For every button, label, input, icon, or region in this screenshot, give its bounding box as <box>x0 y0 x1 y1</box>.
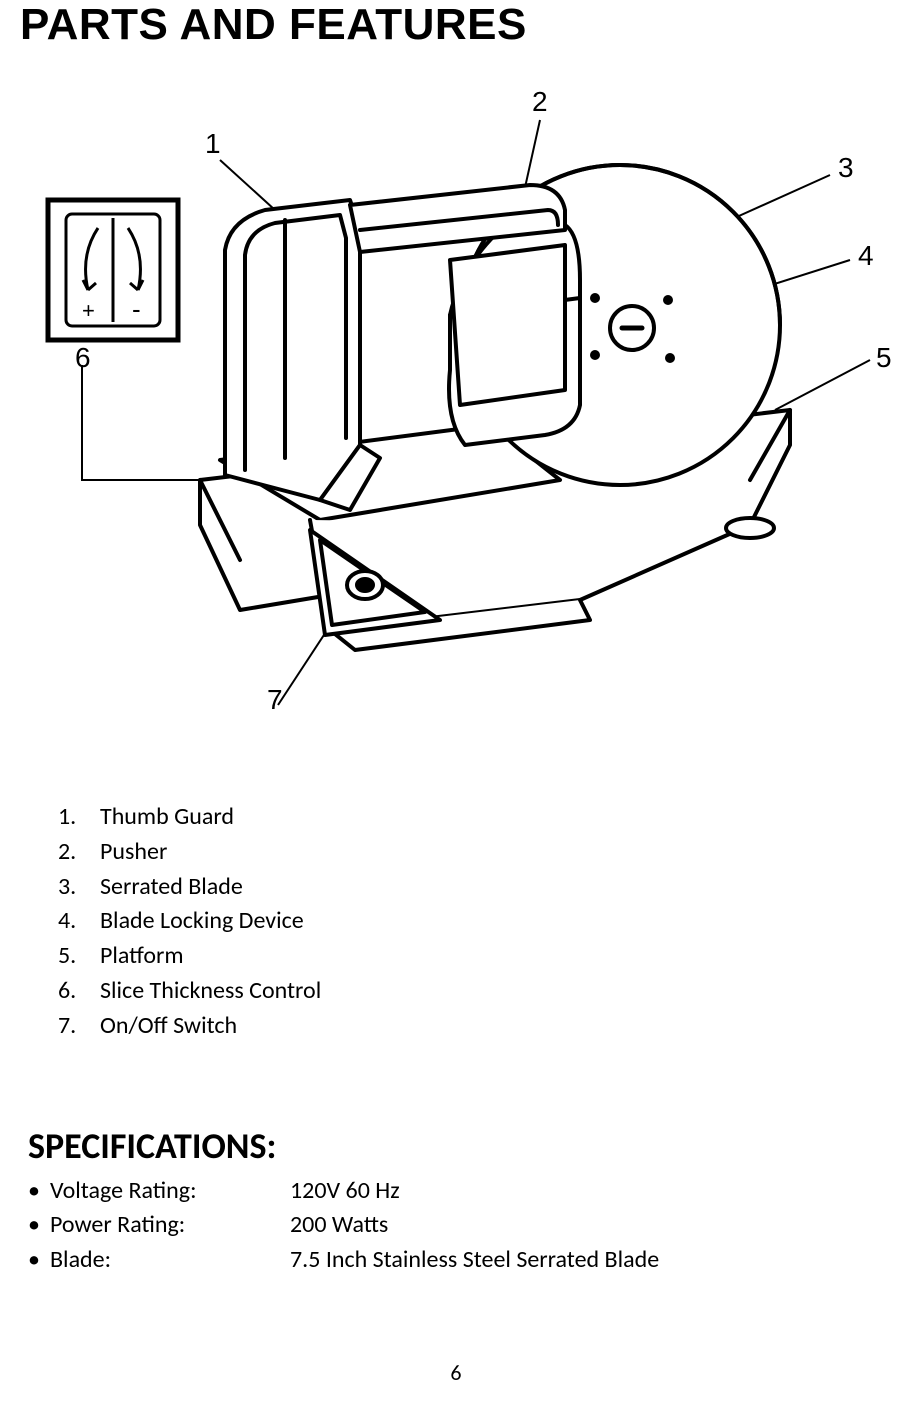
callout-4: 4 <box>858 240 874 272</box>
bullet: • <box>28 1243 50 1278</box>
list-item-label: Blade Locking Device <box>100 904 304 939</box>
page-number: 6 <box>0 1359 912 1386</box>
spec-value: 7.5 Inch Stainless Steel Serrated Blade <box>290 1243 659 1278</box>
list-item-number: 7. <box>58 1009 100 1044</box>
svg-text:+: + <box>82 298 95 323</box>
spec-label: Blade: <box>50 1243 290 1278</box>
spec-value: 120V 60 Hz <box>290 1174 400 1209</box>
page-title: PARTS AND FEATURES <box>20 0 892 50</box>
list-item: 3. Serrated Blade <box>58 870 892 905</box>
list-item-label: Platform <box>100 939 184 974</box>
list-item: 2. Pusher <box>58 835 892 870</box>
bullet: • <box>28 1208 50 1243</box>
specs-heading: SPECIFICATIONS: <box>28 1124 892 1168</box>
callout-5: 5 <box>876 342 892 374</box>
callout-6: 6 <box>75 342 91 374</box>
list-item: • Power Rating: 200 Watts <box>28 1208 892 1243</box>
callout-2: 2 <box>532 86 548 118</box>
list-item-number: 2. <box>58 835 100 870</box>
list-item-label: Slice Thickness Control <box>100 974 321 1009</box>
list-item: • Blade: 7.5 Inch Stainless Steel Serrat… <box>28 1243 892 1278</box>
list-item-label: Thumb Guard <box>100 800 234 835</box>
list-item: 7. On/Off Switch <box>58 1009 892 1044</box>
list-item-number: 4. <box>58 904 100 939</box>
parts-diagram: + - <box>20 80 890 720</box>
list-item-label: Pusher <box>100 835 167 870</box>
spec-label: Power Rating: <box>50 1208 290 1243</box>
list-item-number: 6. <box>58 974 100 1009</box>
list-item: 6. Slice Thickness Control <box>58 974 892 1009</box>
specs-list: • Voltage Rating: 120V 60 Hz • Power Rat… <box>28 1174 892 1278</box>
list-item-label: Serrated Blade <box>100 870 243 905</box>
list-item: • Voltage Rating: 120V 60 Hz <box>28 1174 892 1209</box>
spec-label: Voltage Rating: <box>50 1174 290 1209</box>
svg-text:-: - <box>132 294 141 324</box>
list-item-number: 1. <box>58 800 100 835</box>
list-item: 5. Platform <box>58 939 892 974</box>
spec-value: 200 Watts <box>290 1208 388 1243</box>
list-item: 1. Thumb Guard <box>58 800 892 835</box>
callout-7: 7 <box>267 684 283 716</box>
bullet: • <box>28 1174 50 1209</box>
callout-3: 3 <box>838 152 854 184</box>
parts-list: 1. Thumb Guard 2. Pusher 3. Serrated Bla… <box>58 800 892 1044</box>
list-item: 4. Blade Locking Device <box>58 904 892 939</box>
callout-1: 1 <box>205 128 221 160</box>
list-item-number: 3. <box>58 870 100 905</box>
list-item-label: On/Off Switch <box>100 1009 237 1044</box>
list-item-number: 5. <box>58 939 100 974</box>
